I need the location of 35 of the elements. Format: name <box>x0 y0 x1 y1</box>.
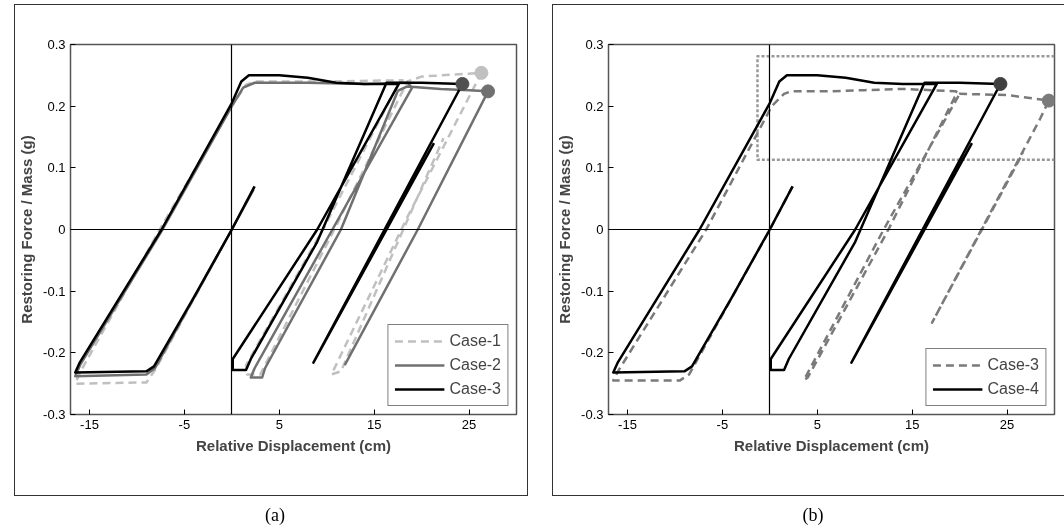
x-tick-label: -5 <box>716 416 729 432</box>
x-axis-title: Relative Displacement (cm) <box>733 436 930 454</box>
legend-label: Case-3 <box>987 356 1039 374</box>
y-tick-label: 0.1 <box>47 160 66 176</box>
x-tick-label: -15 <box>80 416 99 432</box>
x-tick-label: -15 <box>618 416 637 432</box>
x-tick-label: 15 <box>904 416 920 432</box>
x-tick-label: 5 <box>275 416 283 432</box>
y-tick-label: 0 <box>58 222 66 237</box>
y-tick-label: 0.3 <box>47 37 66 52</box>
legend-label: Case-3 <box>449 380 501 398</box>
y-tick-label: 0 <box>596 222 604 237</box>
y-tick-label: -0.3 <box>43 407 66 422</box>
x-tick-label: 15 <box>366 416 382 432</box>
y-tick-label: 0.2 <box>585 98 604 114</box>
text: (a) <box>265 504 285 527</box>
y-tick-label: -0.1 <box>581 283 604 299</box>
x-tick-label: 5 <box>813 416 821 432</box>
legend-label: Case-2 <box>449 356 501 374</box>
x-tick-label: -5 <box>178 416 191 432</box>
y-tick-label: -0.3 <box>581 407 604 422</box>
text: (b) <box>802 504 824 527</box>
y-tick-label: 0.3 <box>585 37 604 52</box>
x-axis-title: Relative Displacement (cm) <box>195 436 392 454</box>
y-tick-label: -0.1 <box>43 283 66 299</box>
y-tick-label: -0.2 <box>581 345 604 361</box>
y-tick-label: 0.1 <box>585 160 604 176</box>
legend-label: Case-1 <box>449 332 501 350</box>
y-tick-label: -0.2 <box>43 345 66 361</box>
x-tick-label: 25 <box>999 416 1015 432</box>
y-tick-label: 0.2 <box>47 98 66 114</box>
y-axis-title: Restoring Force / Mass (g) <box>18 135 36 324</box>
y-axis-title: Restoring Force / Mass (g) <box>556 135 574 324</box>
x-tick-label: 25 <box>461 416 477 432</box>
legend-label: Case-4 <box>987 380 1039 398</box>
